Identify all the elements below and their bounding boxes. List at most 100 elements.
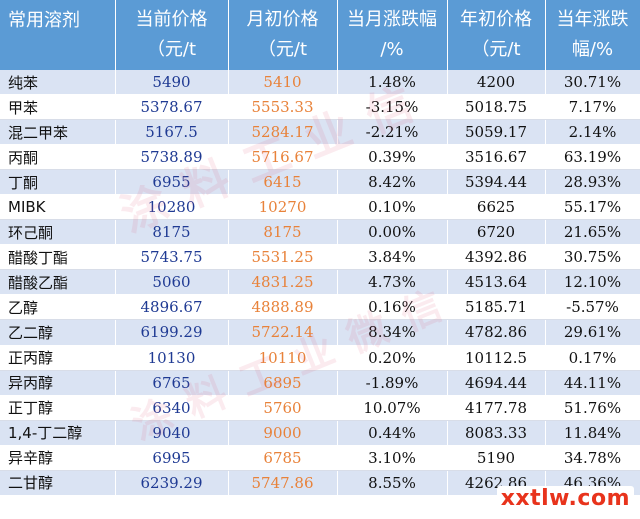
cell-month-change: 0.16% <box>337 294 448 321</box>
cell-month-start-price: 6785 <box>228 445 338 471</box>
cell-year-change: 30.71% <box>545 70 640 96</box>
cell-month-start-price: 5284.17 <box>228 119 338 146</box>
cell-current-price: 6239.29 <box>115 470 229 496</box>
cell-year-start-price: 5394.44 <box>447 169 546 196</box>
cell-year-start-price: 4177.78 <box>447 395 546 421</box>
cell-month-change: 3.10% <box>337 445 448 471</box>
cell-month-change: -3.15% <box>337 94 448 121</box>
cell-current-price: 5378.67 <box>115 94 229 121</box>
table-row: 乙二醇 6199.29 5722.14 8.34% 4782.86 29.61% <box>0 319 640 346</box>
table-row: 正丁醇 6340 5760 10.07% 4177.78 51.76% <box>0 395 640 421</box>
cell-year-change: 55.17% <box>545 194 640 221</box>
cell-year-change: 29.61% <box>545 319 640 346</box>
header-solvent: 常用溶剂 <box>0 0 116 70</box>
table-row: 乙醇 4896.67 4888.89 0.16% 5185.71 -5.57% <box>0 294 640 321</box>
cell-year-change: 34.78% <box>545 445 640 471</box>
cell-year-change: 12.10% <box>545 269 640 296</box>
cell-solvent-name: 纯苯 <box>0 70 116 96</box>
cell-solvent-name: 混二甲苯 <box>0 119 116 146</box>
header-year-start-price: 年初价格 （元/t <box>447 0 546 70</box>
table-row: 甲苯 5378.67 5553.33 -3.15% 5018.75 7.17% <box>0 94 640 121</box>
cell-year-start-price: 4782.86 <box>447 319 546 346</box>
cell-month-start-price: 6895 <box>228 370 338 396</box>
cell-month-change: 8.34% <box>337 319 448 346</box>
cell-month-start-price: 5722.14 <box>228 319 338 346</box>
cell-current-price: 9040 <box>115 420 229 446</box>
cell-year-change: 2.14% <box>545 119 640 146</box>
table-row: MIBK 10280 10270 0.10% 6625 55.17% <box>0 194 640 221</box>
cell-month-start-price: 6415 <box>228 169 338 196</box>
cell-current-price: 6995 <box>115 445 229 471</box>
cell-solvent-name: 醋酸丁酯 <box>0 244 116 271</box>
cell-month-change: 10.07% <box>337 395 448 421</box>
header-month-change: 当月涨跌幅/% <box>337 0 448 70</box>
cell-current-price: 6340 <box>115 395 229 421</box>
site-logo: xxtlw.com <box>496 486 634 511</box>
cell-year-start-price: 6720 <box>447 219 546 246</box>
table-row: 醋酸乙酯 5060 4831.25 4.73% 4513.64 12.10% <box>0 269 640 296</box>
cell-month-change: -1.89% <box>337 370 448 396</box>
header-row: 常用溶剂 当前价格 （元/t 月初价格 （元/t 当月涨跌幅/% 年初价格 （元/t … <box>0 0 640 70</box>
cell-month-change: 0.20% <box>337 345 448 371</box>
cell-current-price: 6955 <box>115 169 229 196</box>
cell-year-start-price: 5190 <box>447 445 546 471</box>
cell-current-price: 5060 <box>115 269 229 296</box>
cell-month-change: 0.10% <box>337 194 448 221</box>
cell-year-start-price: 4392.86 <box>447 244 546 271</box>
cell-month-start-price: 5716.67 <box>228 144 338 171</box>
cell-month-change: 0.00% <box>337 219 448 246</box>
cell-year-change: 30.75% <box>545 244 640 271</box>
table-row: 混二甲苯 5167.5 5284.17 -2.21% 5059.17 2.14% <box>0 119 640 146</box>
header-year-change: 当年涨跌 幅/% <box>545 0 640 70</box>
cell-month-start-price: 5553.33 <box>228 94 338 121</box>
cell-current-price: 5738.89 <box>115 144 229 171</box>
cell-month-start-price: 5531.25 <box>228 244 338 271</box>
cell-year-change: 28.93% <box>545 169 640 196</box>
cell-month-change: 0.39% <box>337 144 448 171</box>
table-row: 丁酮 6955 6415 8.42% 5394.44 28.93% <box>0 169 640 196</box>
cell-month-change: 0.44% <box>337 420 448 446</box>
cell-year-change: 11.84% <box>545 420 640 446</box>
table-body: 纯苯 5490 5410 1.48% 4200 30.71% 甲苯 5378.67 5553.3… <box>0 70 640 496</box>
table-row: 环己酮 8175 8175 0.00% 6720 21.65% <box>0 219 640 246</box>
table-row: 异丙醇 6765 6895 -1.89% 4694.44 44.11% <box>0 370 640 396</box>
cell-current-price: 4896.67 <box>115 294 229 321</box>
table-row: 异辛醇 6995 6785 3.10% 5190 34.78% <box>0 445 640 471</box>
cell-year-change: 21.65% <box>545 219 640 246</box>
header-month-start-price: 月初价格 （元/t <box>228 0 338 70</box>
table-row: 二甘醇 6239.29 5747.86 8.55% 4262.86 46.36% <box>0 470 640 496</box>
cell-month-start-price: 5410 <box>228 70 338 96</box>
cell-month-start-price: 8175 <box>228 219 338 246</box>
cell-solvent-name: 正丁醇 <box>0 395 116 421</box>
cell-solvent-name: MIBK <box>0 194 116 221</box>
cell-year-start-price: 5059.17 <box>447 119 546 146</box>
cell-year-change: 63.19% <box>545 144 640 171</box>
cell-month-change: 8.42% <box>337 169 448 196</box>
cell-current-price: 10130 <box>115 345 229 371</box>
cell-solvent-name: 异丙醇 <box>0 370 116 396</box>
table-row: 正丙醇 10130 10110 0.20% 10112.5 0.17% <box>0 345 640 371</box>
cell-current-price: 5743.75 <box>115 244 229 271</box>
cell-solvent-name: 丙酮 <box>0 144 116 171</box>
cell-month-change: 4.73% <box>337 269 448 296</box>
cell-month-start-price: 4888.89 <box>228 294 338 321</box>
cell-solvent-name: 丁酮 <box>0 169 116 196</box>
table-row: 1,4-丁二醇 9040 9000 0.44% 8083.33 11.84% <box>0 420 640 446</box>
cell-year-start-price: 4200 <box>447 70 546 96</box>
cell-year-start-price: 3516.67 <box>447 144 546 171</box>
cell-month-start-price: 9000 <box>228 420 338 446</box>
cell-year-start-price: 5185.71 <box>447 294 546 321</box>
cell-month-start-price: 4831.25 <box>228 269 338 296</box>
cell-current-price: 5167.5 <box>115 119 229 146</box>
cell-year-change: 44.11% <box>545 370 640 396</box>
cell-year-change: 0.17% <box>545 345 640 371</box>
cell-year-change: 7.17% <box>545 94 640 121</box>
cell-solvent-name: 醋酸乙酯 <box>0 269 116 296</box>
cell-year-change: -5.57% <box>545 294 640 321</box>
solvent-price-table: 常用溶剂 当前价格 （元/t 月初价格 （元/t 当月涨跌幅/% 年初价格 （元/t … <box>0 0 640 496</box>
cell-current-price: 6199.29 <box>115 319 229 346</box>
table-row: 醋酸丁酯 5743.75 5531.25 3.84% 4392.86 30.75% <box>0 244 640 271</box>
cell-current-price: 5490 <box>115 70 229 96</box>
cell-year-change: 51.76% <box>545 395 640 421</box>
cell-solvent-name: 正丙醇 <box>0 345 116 371</box>
